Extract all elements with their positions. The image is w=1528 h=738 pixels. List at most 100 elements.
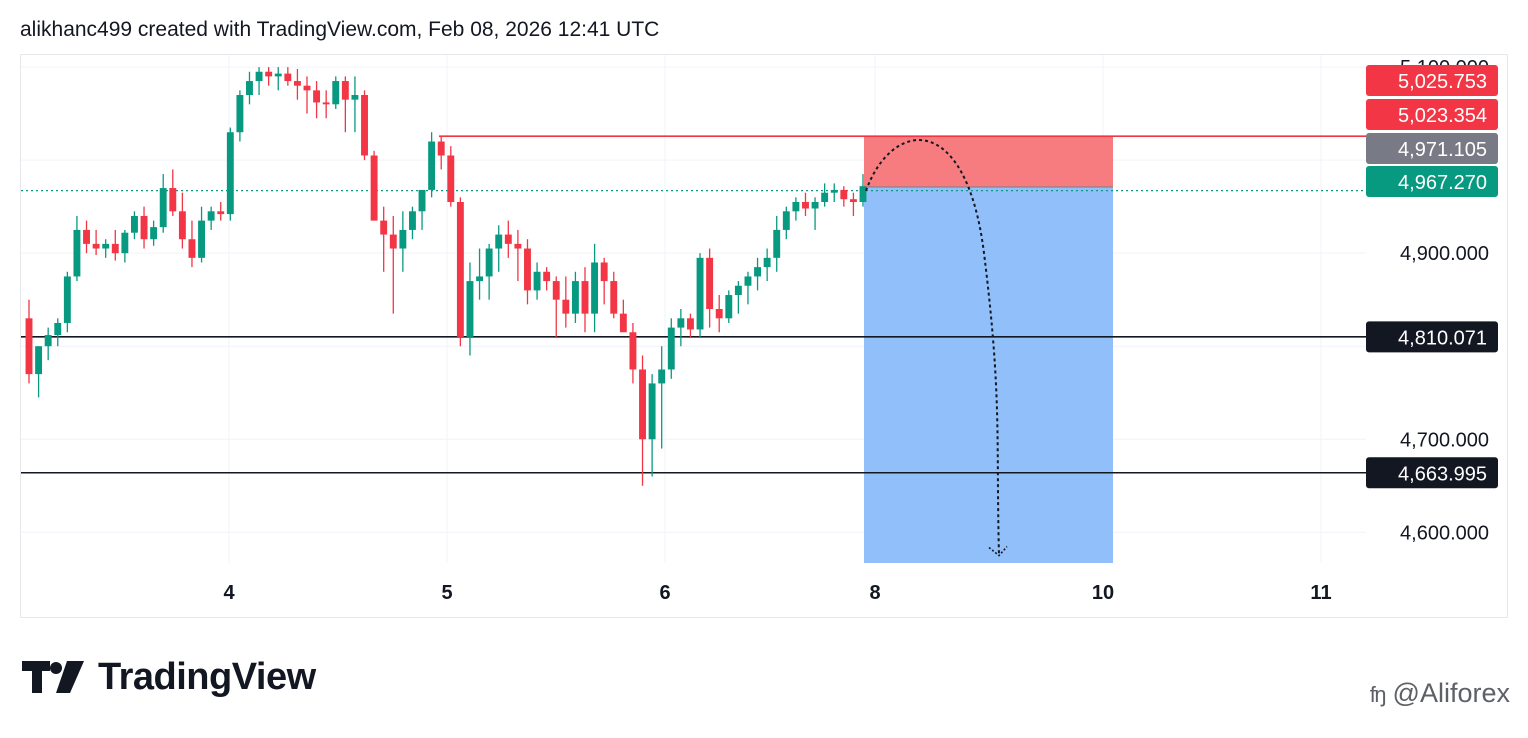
candle-body [744,276,752,286]
candle-body [782,211,790,230]
candle-body [591,262,599,314]
candle-body [667,327,675,370]
candle-body [619,313,627,333]
candle-body [130,215,138,233]
candle-body [92,243,100,249]
tradingview-logo: TradingView [22,655,316,699]
candle-body [495,234,503,249]
candle-body [629,332,637,370]
price-label-text: 4,810.071 [1398,327,1487,349]
candle-body [428,141,436,190]
x-tick-label: 8 [869,582,880,604]
candle-body [198,220,206,258]
candle-body [466,281,474,337]
candle-body [265,71,273,77]
price-label-badge[interactable] [1366,65,1498,96]
tradingview-logo-icon [22,661,84,693]
chart-area[interactable]: 456810115,100.0004,900.0004,700.0004,600… [20,54,1508,618]
price-label-badge[interactable] [1366,321,1498,353]
candle-body [284,73,292,82]
candle-body [543,271,551,282]
candle-body [25,318,33,375]
candle-body [102,243,110,249]
candle-body [456,202,464,337]
candle-body [581,281,589,314]
candle-body [207,211,215,221]
candle-body [217,211,225,215]
price-label-badge[interactable] [1366,457,1498,489]
take-profit-zone[interactable] [864,187,1113,563]
candle-body [610,281,618,314]
price-label-text: 5,025.753 [1398,71,1487,93]
candle-body [686,318,694,330]
chart-caption: alikhanc499 created with TradingView.com… [20,18,660,41]
candle-body [600,262,608,282]
candle-body [562,299,570,314]
candle-body [552,281,560,300]
candle-body [150,227,158,240]
candle-body [849,199,857,203]
candle-body [159,188,167,228]
candle-body [792,202,800,212]
candle-body [332,81,340,105]
candle-body [54,322,62,336]
candle-body [648,383,656,440]
candle-body [83,229,90,244]
candle-body [44,335,52,347]
candle-body [514,243,522,249]
y-tick-label: 4,600.000 [1400,522,1489,544]
candle-body [571,281,579,314]
candle-body [773,229,781,258]
projection-arrow[interactable] [865,139,1000,556]
candle-body [696,257,704,330]
candle-body [763,257,771,268]
candle-body [408,211,416,230]
candle-body [35,346,43,375]
x-tick-label: 5 [441,582,452,604]
candle-body [226,132,234,215]
candle-body [706,257,714,309]
price-label-text: 5,023.354 [1398,105,1487,127]
candle-body [361,95,368,156]
y-tick-label: 4,900.000 [1400,243,1489,265]
price-label-text: 4,967.270 [1398,172,1487,194]
candle-body [255,71,263,82]
price-label-badge[interactable] [1366,99,1498,130]
candle-body [859,186,867,203]
candle-body [485,248,493,277]
price-label-badge[interactable] [1366,166,1498,197]
candle-body [830,189,838,193]
price-label-text: 4,663.995 [1398,463,1487,485]
candle-body [370,155,378,221]
candlestick-chart[interactable]: 456810115,100.0004,900.0004,700.0004,600… [21,55,1507,617]
candle-body [533,271,541,291]
candle-body [63,276,71,323]
candle-body [111,243,119,254]
candle-body [447,155,455,203]
candle-body [188,239,196,258]
candle-body [246,81,253,96]
candle-body [73,229,81,277]
price-label-badge[interactable] [1366,133,1498,164]
candle-body [840,189,848,200]
candle-body [322,102,330,105]
candle-body [293,81,301,86]
candle-body [418,189,426,212]
tradingview-logo-text: TradingView [98,655,316,698]
price-label-text: 4,971.105 [1398,139,1487,161]
candle-body [715,309,723,319]
candle-body [811,202,819,209]
candle-body [754,267,762,277]
candle-body [236,95,244,133]
candle-body [140,215,148,240]
stop-loss-zone[interactable] [864,136,1113,188]
candle-body [504,234,512,244]
candle-body [389,234,397,249]
candle-body [399,229,407,249]
candle-body [802,202,809,209]
x-tick-label: 6 [659,582,670,604]
y-tick-label: 4,700.000 [1400,429,1489,451]
weibo-like-icon: ʩ [1369,682,1387,707]
x-tick-label: 4 [223,582,235,604]
candle-body [313,90,321,103]
